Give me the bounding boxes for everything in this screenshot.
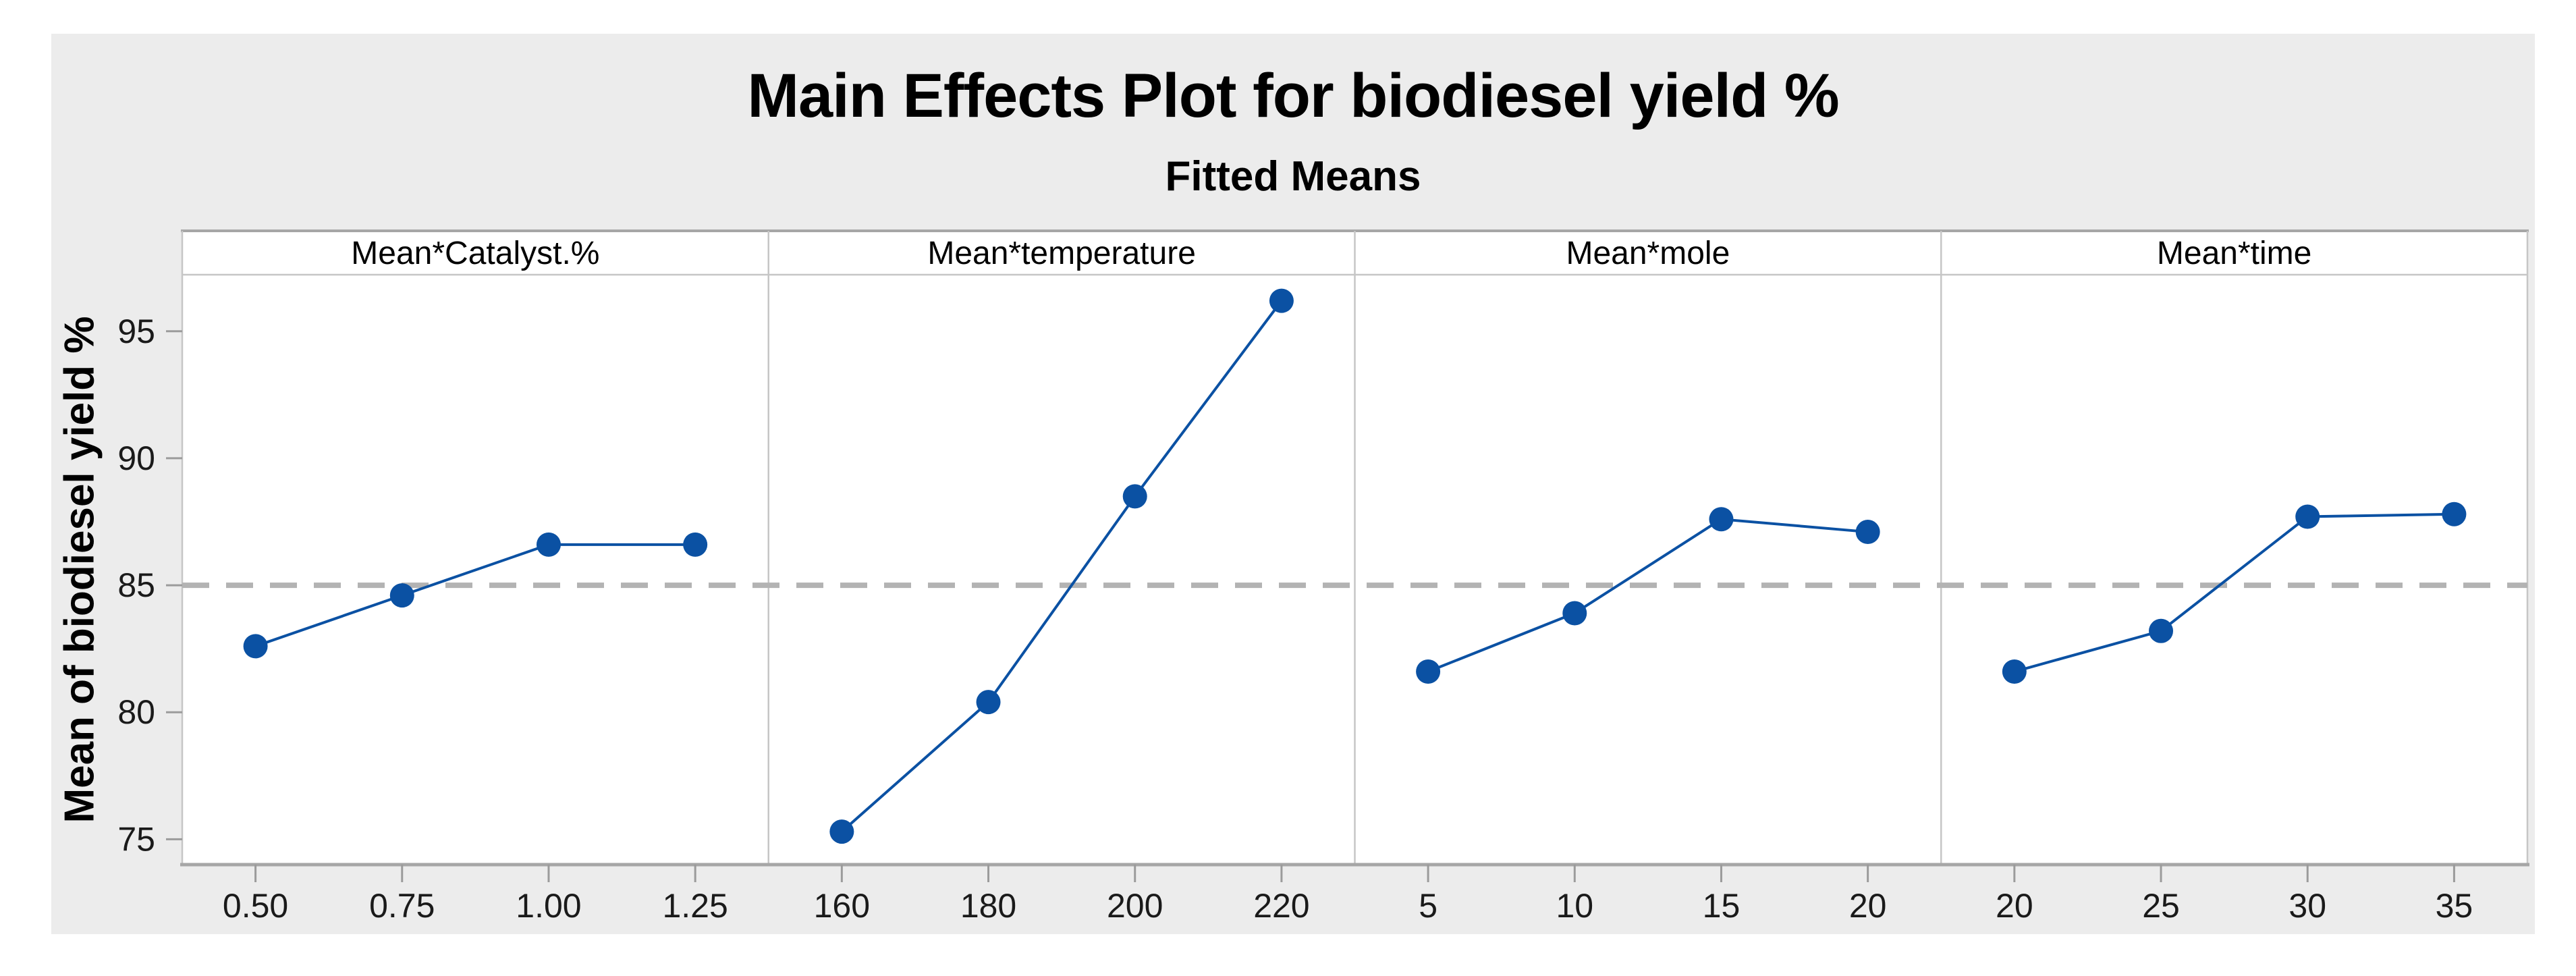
series-line: [841, 300, 1283, 833]
chart-title: Main Effects Plot for biodiesel yield %: [747, 61, 1839, 130]
x-tick-label: 180: [960, 887, 1016, 925]
x-tick-label: 35: [2436, 887, 2473, 925]
data-point: [976, 690, 1001, 715]
x-tick-label: 0.75: [369, 887, 435, 925]
y-tick-label: 85: [117, 566, 155, 604]
x-tick-label: 160: [814, 887, 870, 925]
data-point: [1269, 288, 1294, 313]
panel-header-catalyst: Mean*Catalyst.%: [351, 235, 600, 271]
data-point: [1416, 659, 1441, 684]
data-point: [683, 532, 708, 557]
panel-header-row: Mean*Catalyst.% Mean*temperature Mean*mo…: [182, 231, 2527, 275]
x-tick-label: 5: [1419, 887, 1437, 925]
x-tick-label: 20: [1849, 887, 1887, 925]
x-tick-label: 20: [1996, 887, 2033, 925]
x-tick-label: 220: [1253, 887, 1309, 925]
x-tick-label: 1.00: [516, 887, 581, 925]
series-line: [1427, 518, 1868, 673]
data-point: [2002, 659, 2027, 684]
data-point: [1122, 484, 1147, 509]
data-point: [243, 634, 268, 659]
y-tick-label: 90: [117, 439, 155, 477]
data-point: [2149, 618, 2174, 643]
data-point: [1562, 601, 1587, 626]
panel-header-mole: Mean*mole: [1566, 235, 1730, 271]
x-tick-label: 15: [1703, 887, 1741, 925]
series-line: [254, 543, 696, 648]
x-tick-label: 30: [2289, 887, 2326, 925]
data-point: [2442, 501, 2467, 526]
x-tick-label: 200: [1107, 887, 1163, 925]
x-tick-label: 25: [2142, 887, 2180, 925]
y-tick-label: 75: [117, 820, 155, 858]
data-point: [829, 819, 854, 844]
series-line: [2014, 512, 2455, 673]
chart-subtitle: Fitted Means: [1165, 153, 1421, 200]
y-tick-label: 80: [117, 693, 155, 731]
data-point: [1709, 507, 1734, 532]
data-point: [389, 583, 414, 608]
data-point: [1855, 520, 1880, 545]
panel-header-time: Mean*time: [2156, 235, 2312, 271]
data-point: [536, 532, 561, 557]
y-tick-label: 95: [117, 313, 155, 350]
y-axis-title: Mean of biodiesel yield %: [56, 316, 103, 823]
x-tick-label: 1.25: [662, 887, 728, 925]
x-tick-label: 10: [1556, 887, 1593, 925]
data-point: [2295, 504, 2320, 529]
panel-header-temperature: Mean*temperature: [927, 235, 1196, 271]
x-tick-label: 0.50: [223, 887, 288, 925]
